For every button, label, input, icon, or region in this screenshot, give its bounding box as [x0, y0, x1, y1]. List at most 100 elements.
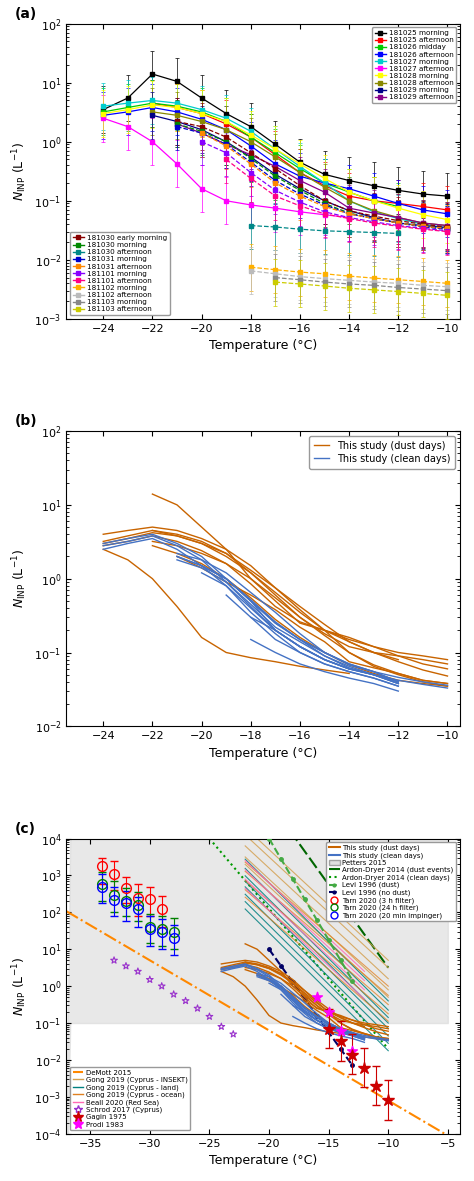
This study (dust days)	[371, 640, 376, 654]
Gong 2019 (Cyprus - ocean)	[286, 893, 292, 907]
Gong 2019 (Cyprus - INSEKT)	[301, 875, 306, 889]
Gong 2019 (Cyprus - land)	[359, 967, 365, 981]
Gong 2019 (Cyprus - INSEKT)	[283, 859, 289, 873]
Gong 2019 (Cyprus - INSEKT)	[353, 924, 359, 938]
This study (dust days)	[326, 1005, 331, 1019]
This study (clean days)	[322, 645, 328, 659]
Beall 2020 (Red Sea)	[334, 939, 340, 953]
This study (dust days)	[242, 937, 248, 951]
Beall 2020 (Red Sea)	[248, 860, 254, 874]
Point	[229, 1025, 237, 1044]
Gong 2019 (Cyprus - ocean)	[362, 959, 368, 973]
Gong 2019 (Cyprus - land)	[342, 951, 347, 965]
Gong 2019 (Cyprus - land)	[245, 855, 251, 869]
This study (dust days)	[362, 1016, 367, 1030]
This study (clean days)	[273, 605, 278, 619]
Beall 2020 (Red Sea)	[358, 961, 364, 976]
Gong 2019 (Cyprus - INSEKT)	[347, 918, 353, 932]
This study (dust days)	[337, 1010, 343, 1024]
Gong 2019 (Cyprus - ocean)	[383, 977, 388, 991]
Gong 2019 (Cyprus - ocean)	[307, 911, 312, 925]
Gong 2019 (Cyprus - INSEKT)	[312, 886, 318, 900]
Gong 2019 (Cyprus - land)	[365, 973, 371, 987]
Gong 2019 (Cyprus - land)	[333, 941, 338, 955]
Gong 2019 (Cyprus - land)	[295, 905, 301, 919]
Point	[206, 1007, 213, 1026]
This study (clean days)	[278, 977, 284, 991]
Gong 2019 (Cyprus - land)	[274, 883, 280, 898]
Gong 2019 (Cyprus - ocean)	[242, 855, 248, 869]
Gong 2019 (Cyprus - ocean)	[280, 888, 286, 902]
Gong 2019 (Cyprus - land)	[356, 965, 362, 979]
Gong 2019 (Cyprus - land)	[353, 963, 359, 977]
Gong 2019 (Cyprus - ocean)	[298, 903, 303, 918]
Beall 2020 (Red Sea)	[258, 868, 264, 882]
Point	[158, 977, 165, 996]
Beall 2020 (Red Sea)	[246, 856, 251, 870]
Gong 2019 (Cyprus - INSEKT)	[336, 907, 341, 921]
Beall 2020 (Red Sea)	[273, 882, 279, 896]
Gong 2019 (Cyprus - land)	[362, 971, 368, 985]
Gong 2019 (Cyprus - land)	[292, 901, 298, 915]
Beall 2020 (Red Sea)	[267, 876, 273, 890]
Y-axis label: $N_{\rm INP}$ (L$^{-1}$): $N_{\rm INP}$ (L$^{-1}$)	[10, 142, 29, 201]
Point	[146, 970, 154, 988]
Beall 2020 (Red Sea)	[325, 931, 330, 945]
Gong 2019 (Cyprus - land)	[286, 895, 292, 909]
Gong 2019 (Cyprus - land)	[324, 933, 330, 947]
Beall 2020 (Red Sea)	[291, 899, 297, 913]
Gong 2019 (Cyprus - INSEKT)	[327, 899, 333, 913]
Gong 2019 (Cyprus - land)	[298, 907, 303, 921]
Gong 2019 (Cyprus - INSEKT)	[286, 861, 292, 875]
Line: This study (dust days): This study (dust days)	[245, 944, 388, 1026]
Gong 2019 (Cyprus - land)	[350, 959, 356, 973]
This study (dust days)	[395, 645, 401, 659]
Gong 2019 (Cyprus - ocean)	[324, 926, 330, 940]
Point	[194, 999, 201, 1018]
This study (clean days)	[337, 1022, 343, 1036]
Beall 2020 (Red Sea)	[264, 874, 269, 888]
Line: Gong 2019 (Cyprus - ocean): Gong 2019 (Cyprus - ocean)	[245, 862, 388, 986]
This study (clean days)	[420, 674, 426, 689]
Beall 2020 (Red Sea)	[270, 879, 275, 893]
Gong 2019 (Cyprus - INSEKT)	[242, 821, 248, 835]
Gong 2019 (Cyprus - ocean)	[263, 873, 268, 887]
Gong 2019 (Cyprus - INSEKT)	[324, 896, 330, 911]
Gong 2019 (Cyprus - ocean)	[321, 924, 327, 938]
This study (clean days)	[302, 996, 308, 1010]
Gong 2019 (Cyprus - INSEKT)	[272, 848, 277, 862]
Gong 2019 (Cyprus - ocean)	[315, 919, 321, 933]
This study (dust days)	[346, 632, 352, 646]
Gong 2019 (Cyprus - INSEKT)	[260, 836, 265, 850]
Gong 2019 (Cyprus - INSEKT)	[356, 926, 362, 940]
This study (dust days)	[314, 1001, 319, 1016]
This study (clean days)	[254, 966, 260, 980]
Gong 2019 (Cyprus - INSEKT)	[345, 915, 350, 929]
This study (dust days)	[302, 990, 308, 1004]
Gong 2019 (Cyprus - ocean)	[327, 928, 333, 942]
Gong 2019 (Cyprus - land)	[269, 879, 274, 893]
Gong 2019 (Cyprus - ocean)	[260, 870, 265, 885]
This study (clean days)	[385, 1032, 391, 1046]
Gong 2019 (Cyprus - land)	[383, 991, 388, 1005]
Gong 2019 (Cyprus - ocean)	[336, 937, 341, 951]
Point	[122, 957, 130, 976]
Gong 2019 (Cyprus - INSEKT)	[383, 951, 388, 965]
Gong 2019 (Cyprus - land)	[289, 899, 295, 913]
This study (dust days)	[297, 616, 303, 631]
Beall 2020 (Red Sea)	[337, 941, 343, 955]
Gong 2019 (Cyprus - ocean)	[318, 921, 324, 935]
Gong 2019 (Cyprus - INSEKT)	[289, 863, 295, 877]
Beall 2020 (Red Sea)	[356, 959, 361, 973]
Gong 2019 (Cyprus - land)	[254, 863, 260, 877]
Gong 2019 (Cyprus - land)	[374, 983, 379, 997]
Beall 2020 (Red Sea)	[343, 947, 349, 961]
Gong 2019 (Cyprus - ocean)	[289, 895, 295, 909]
X-axis label: Temperature (°C): Temperature (°C)	[209, 746, 317, 759]
X-axis label: Temperature (°C): Temperature (°C)	[209, 1154, 317, 1167]
Gong 2019 (Cyprus - INSEKT)	[266, 842, 272, 856]
Gong 2019 (Cyprus - ocean)	[342, 941, 347, 955]
Beall 2020 (Red Sea)	[313, 919, 319, 933]
This study (clean days)	[346, 658, 352, 672]
Gong 2019 (Cyprus - land)	[248, 857, 254, 872]
